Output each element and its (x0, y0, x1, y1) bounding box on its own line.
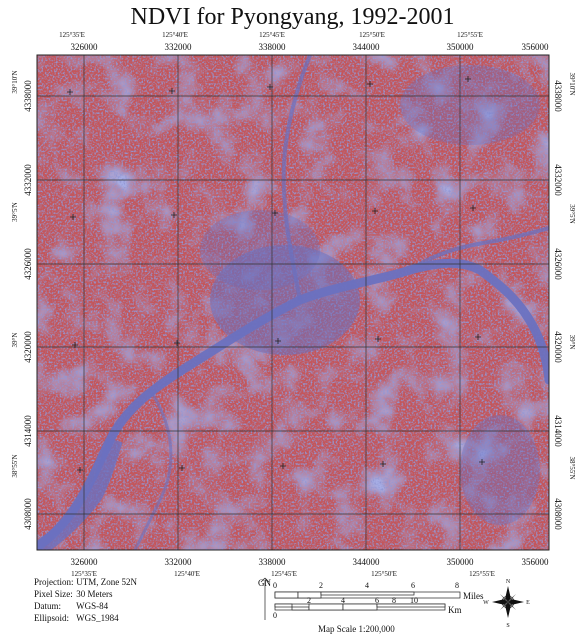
latitude-label-left-1: 39°5'N (11, 202, 19, 222)
easting-label-top-2: 338000 (259, 42, 287, 52)
tributary-river (281, 55, 312, 301)
easting-label-top-0: 326000 (71, 42, 99, 52)
ellipsoid-label: Ellipsoid: (34, 613, 70, 623)
pixel-size-value: 30 Meters (76, 589, 113, 599)
grid-north-label: GN (258, 578, 271, 588)
northing-label-left-4: 4314000 (23, 415, 33, 447)
compass-labels: N S E W (483, 579, 530, 629)
latitude-label-right-0: 39°10'N (568, 72, 576, 95)
easting-label-top-4: 350000 (447, 42, 475, 52)
longitude-label-bottom-3: 125°50'E (371, 570, 397, 578)
latitude-label-right-2: 39°N (568, 335, 576, 350)
compass-w-label: W (483, 600, 489, 606)
easting-label-bottom-4: 350000 (447, 557, 475, 567)
easting-label-top-5: 356000 (522, 42, 550, 52)
easting-label-bottom-3: 344000 (353, 557, 381, 567)
pixel-size-label: Pixel Size: (34, 589, 73, 599)
latitude-label-left-3: 38°55'N (11, 454, 19, 477)
longitude-label-top-3: 125°50'E (359, 31, 385, 39)
utm-grid (37, 55, 549, 550)
miles-tick-2: 2 (319, 581, 323, 590)
graticule-crosses (67, 76, 485, 473)
longitude-label-top-1: 125°40'E (162, 31, 188, 39)
miles-unit-label: Miles (463, 591, 484, 601)
northing-label-left-2: 4326000 (23, 248, 33, 280)
longitude-label-bottom-2: 125°45'E (271, 570, 297, 578)
longitude-label-top-4: 125°55'E (457, 31, 483, 39)
northing-label-right-5: 4308000 (553, 498, 563, 530)
datum-label: Datum: (34, 601, 61, 611)
easting-label-top-3: 344000 (353, 42, 381, 52)
miles-tick-0: 0 (273, 581, 277, 590)
km-tick-0: 0 (273, 611, 277, 620)
km-tick-4: 4 (341, 596, 345, 605)
miles-tick-8: 8 (455, 581, 459, 590)
latitude-label-left-0: 39°10'N (11, 70, 19, 93)
northing-label-left-3: 4320000 (23, 331, 33, 363)
km-unit-label: Km (448, 605, 462, 615)
scale-bar (260, 577, 461, 620)
km-tick-6: 6 (375, 596, 379, 605)
compass-e-label: E (526, 600, 530, 606)
northing-label-right-2: 4326000 (553, 248, 563, 280)
northing-label-right-1: 4332000 (553, 164, 563, 196)
miles-tick-4: 4 (365, 581, 369, 590)
map-labels: 326000 326000 332000 332000 338000 338000 3440… (11, 31, 576, 578)
datum-value: WGS-84 (76, 601, 109, 611)
km-tick-2: 2 (307, 596, 311, 605)
latitude-label-left-2: 39°N (11, 333, 19, 348)
km-tick-8: 8 (392, 596, 396, 605)
longitude-label-bottom-1: 125°40'E (174, 570, 200, 578)
latitude-label-right-1: 39°5'N (568, 204, 576, 224)
projection-label: Projection: (34, 577, 74, 587)
ellipsoid-value: WGS_1984 (76, 613, 119, 623)
ndvi-raster (37, 55, 549, 550)
map-frame (36, 54, 550, 551)
compass-s-label: S (506, 623, 509, 629)
easting-label-bottom-0: 326000 (71, 557, 99, 567)
northing-label-right-3: 4320000 (553, 331, 563, 363)
km-tick-10: 10 (410, 596, 418, 605)
map-scale-caption: Map Scale 1:200,000 (318, 624, 395, 634)
projection-value: UTM, Zone 52N (76, 577, 137, 587)
longitude-label-bottom-4: 125°55'E (469, 570, 495, 578)
latitude-label-right-3: 38°55'N (568, 456, 576, 479)
northing-label-right-0: 4338000 (553, 80, 563, 112)
northing-label-left-5: 4308000 (23, 498, 33, 530)
longitude-label-top-2: 125°45'E (259, 31, 285, 39)
map-info-block: Projection: UTM, Zone 52N Pixel Size: 30… (34, 576, 137, 624)
miles-tick-6: 6 (411, 581, 415, 590)
easting-label-bottom-2: 338000 (259, 557, 287, 567)
longitude-label-bottom-0: 125°35'E (71, 570, 97, 578)
easting-label-top-1: 332000 (165, 42, 193, 52)
northing-label-right-4: 4314000 (553, 415, 563, 447)
easting-label-bottom-5: 356000 (522, 557, 550, 567)
north-arrow-icon (492, 586, 524, 618)
longitude-label-top-0: 125°35'E (59, 31, 85, 39)
compass-n-label: N (506, 579, 511, 585)
easting-label-bottom-1: 332000 (165, 557, 193, 567)
map-title: NDVI for Pyongyang, 1992-2001 (130, 4, 455, 30)
northing-label-left-0: 4338000 (23, 80, 33, 112)
northing-label-left-1: 4332000 (23, 164, 33, 196)
